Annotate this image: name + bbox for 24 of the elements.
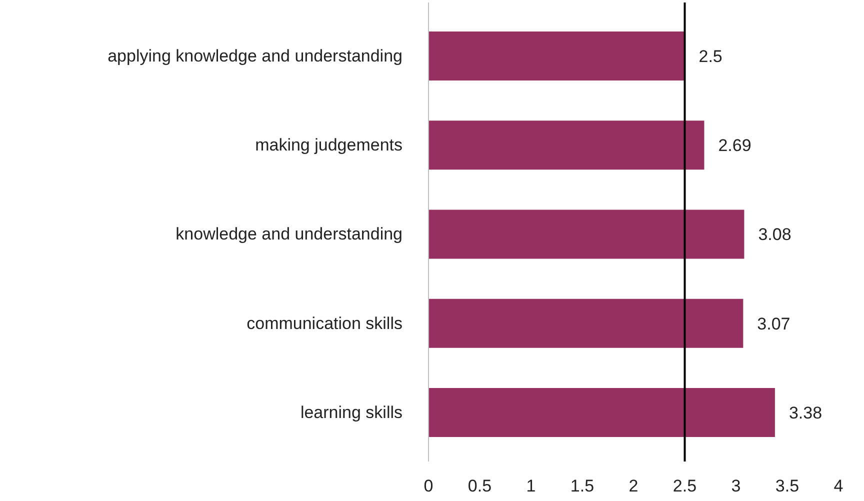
x-tick-label: 0: [424, 476, 434, 496]
data-label: 2.69: [718, 136, 752, 156]
bar: [428, 210, 744, 259]
data-label: 3.38: [788, 403, 822, 422]
x-tick-label: 2.5: [672, 476, 697, 496]
x-tick-label: 0.5: [468, 476, 492, 496]
data-label: 2.5: [698, 46, 722, 66]
y-tick-label: knowledge and understanding: [176, 224, 402, 244]
bar: [428, 120, 704, 170]
data-label: 3.07: [757, 314, 790, 334]
y-tick-label: applying knowledge and understanding: [108, 46, 403, 66]
x-tick-label: 3.5: [775, 476, 800, 496]
y-tick-label: communication skills: [246, 314, 403, 333]
x-tick-label: 4: [834, 476, 844, 496]
y-tick-label: making judgements: [255, 136, 403, 155]
data-label: 3.08: [758, 225, 792, 244]
bar: [428, 31, 685, 80]
x-tick-label: 2: [628, 476, 638, 496]
x-tick-label: 3: [731, 476, 741, 496]
y-tick-label: learning skills: [300, 402, 403, 422]
x-tick-label: 1: [526, 476, 536, 496]
x-tick-label: 1.5: [570, 476, 594, 496]
bar: [428, 298, 744, 348]
bar: [428, 388, 775, 437]
